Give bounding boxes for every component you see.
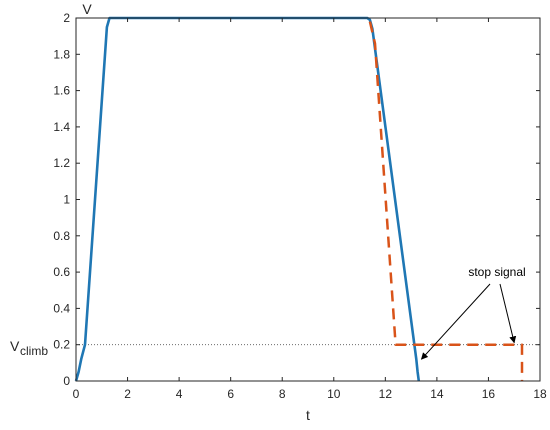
plot-area bbox=[76, 18, 540, 381]
reference-label: V climb bbox=[10, 338, 48, 358]
x-tick-label: 4 bbox=[176, 387, 183, 401]
x-tick-label: 10 bbox=[327, 387, 341, 401]
x-tick-label: 6 bbox=[227, 387, 234, 401]
y-axis-ticks: 0 0.2 0.4 0.6 0.8 1 1.2 1.4 1.6 1.8 2 bbox=[53, 11, 540, 388]
x-tick-label: 16 bbox=[482, 387, 496, 401]
series-line-2 bbox=[368, 21, 524, 381]
annotation-layer: stop signal bbox=[420, 265, 526, 360]
plot-background bbox=[76, 18, 540, 381]
x-tick-label: 18 bbox=[533, 387, 547, 401]
y-tick-label: 1.4 bbox=[53, 120, 70, 134]
y-axis-label: V bbox=[82, 1, 92, 17]
y-tick-label: 0 bbox=[63, 374, 70, 388]
y-tick-label: 1.8 bbox=[53, 47, 70, 61]
annotation-text: stop signal bbox=[468, 265, 525, 279]
y-tick-label: 2 bbox=[63, 11, 70, 25]
y-tick-label: 0.6 bbox=[53, 265, 70, 279]
x-tick-label: 12 bbox=[379, 387, 393, 401]
x-axis-label: t bbox=[306, 407, 310, 423]
annotation-arrow bbox=[499, 283, 517, 344]
y-tick-label: 1 bbox=[63, 193, 70, 207]
y-tick-label: 1.2 bbox=[53, 156, 70, 170]
y-tick-label: 1.6 bbox=[53, 84, 70, 98]
x-tick-label: 14 bbox=[430, 387, 444, 401]
y-tick-label: 0.2 bbox=[53, 338, 70, 352]
x-tick-label: 8 bbox=[279, 387, 286, 401]
x-tick-label: 0 bbox=[73, 387, 80, 401]
reference-label-main: V bbox=[10, 338, 20, 354]
y-tick-label: 0.8 bbox=[53, 229, 70, 243]
x-tick-label: 2 bbox=[124, 387, 131, 401]
x-axis-ticks: 0 2 4 6 8 10 12 14 16 18 bbox=[73, 18, 547, 401]
y-tick-label: 0.4 bbox=[53, 301, 70, 315]
annotation-arrow bbox=[420, 283, 491, 360]
reference-label-subscript: climb bbox=[20, 344, 48, 358]
